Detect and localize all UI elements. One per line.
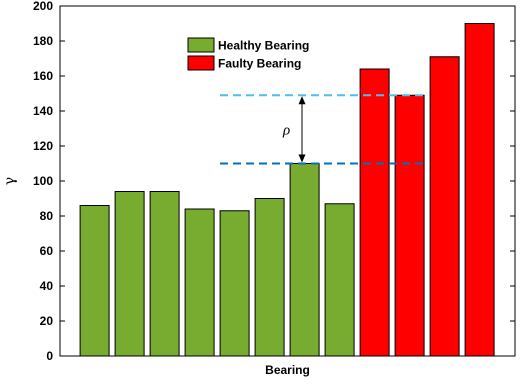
bar-healthy-6	[254, 198, 285, 357]
legend-label-faulty: Faulty Bearing	[218, 57, 301, 71]
legend-label-healthy: Healthy Bearing	[218, 39, 309, 53]
bar-healthy-4	[184, 208, 215, 357]
y-tick-label-0: 0	[46, 349, 53, 363]
bar-healthy-7	[289, 163, 320, 357]
bar-faulty-1	[359, 68, 390, 357]
reference-lines-group	[220, 94, 428, 165]
y-tick-label-80: 80	[40, 209, 54, 223]
y-tick-label-200: 200	[33, 0, 53, 13]
bar-faulty-3	[429, 56, 460, 357]
x-axis-label: Bearing	[265, 363, 310, 377]
bar-healthy-3	[149, 191, 180, 357]
y-tick-label-120: 120	[33, 139, 53, 153]
legend-swatch-faulty	[187, 55, 215, 71]
y-tick-label-20: 20	[40, 314, 54, 328]
y-axis-label: γ	[2, 177, 18, 185]
bar-healthy-5	[219, 210, 250, 357]
y-tick-label-100: 100	[33, 174, 53, 188]
bar-healthy-2	[114, 191, 145, 357]
bar-faulty-2	[394, 94, 425, 357]
y-tick-label-180: 180	[33, 34, 53, 48]
rho-arrow-head-up	[298, 96, 306, 105]
rho-annotation: ρ	[282, 122, 290, 138]
bars-group	[79, 23, 495, 357]
bar-healthy-1	[79, 205, 110, 357]
y-tick-label-40: 40	[40, 279, 54, 293]
y-tick-label-140: 140	[33, 104, 53, 118]
legend-swatch-healthy	[187, 37, 215, 53]
y-tick-label-160: 160	[33, 69, 53, 83]
y-axis-ticks: 0 20 40 60 80 100 120 140 160 180 200	[33, 0, 515, 363]
y-tick-label-60: 60	[40, 244, 54, 258]
bar-healthy-8	[324, 203, 355, 357]
bar-faulty-4	[464, 23, 495, 357]
rho-arrow-head-down	[298, 154, 306, 163]
legend: Healthy Bearing Faulty Bearing	[187, 37, 309, 71]
